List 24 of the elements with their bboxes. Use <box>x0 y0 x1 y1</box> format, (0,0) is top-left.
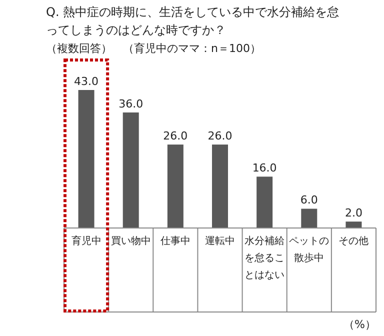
x-tick-label: 買い物中 <box>110 235 151 247</box>
x-tick-label: 水分補給を怠ることはない <box>244 235 285 281</box>
x-tick-label: その他 <box>338 235 369 247</box>
data-label: 16.0 <box>252 162 277 175</box>
data-label: 36.0 <box>118 97 144 110</box>
chart-subtitle: （複数回答） （育児中のママ：n＝100） <box>46 42 261 55</box>
bar <box>78 90 94 228</box>
bar <box>212 144 228 228</box>
bar <box>256 176 273 228</box>
data-label: 2.0 <box>344 206 362 220</box>
x-tick-label: 運転中 <box>205 235 235 247</box>
bar <box>301 208 318 228</box>
x-tick-label: 仕事中 <box>160 235 190 247</box>
data-label: 26.0 <box>163 130 188 143</box>
chart-title: Q. 熱中症の時期に、生活をしている中で水分補給を怠ってしまうのはどんな時ですか？ <box>46 5 340 37</box>
bar <box>122 112 139 228</box>
x-tick-label: ペットの散歩中 <box>289 236 330 264</box>
data-label: 6.0 <box>300 194 318 207</box>
bar <box>167 144 184 228</box>
data-label: 43.0 <box>74 75 99 88</box>
bar <box>346 222 362 228</box>
data-label: 26.0 <box>208 130 232 143</box>
x-tick-label: 育児中 <box>71 235 102 247</box>
text: （%） <box>344 318 376 331</box>
